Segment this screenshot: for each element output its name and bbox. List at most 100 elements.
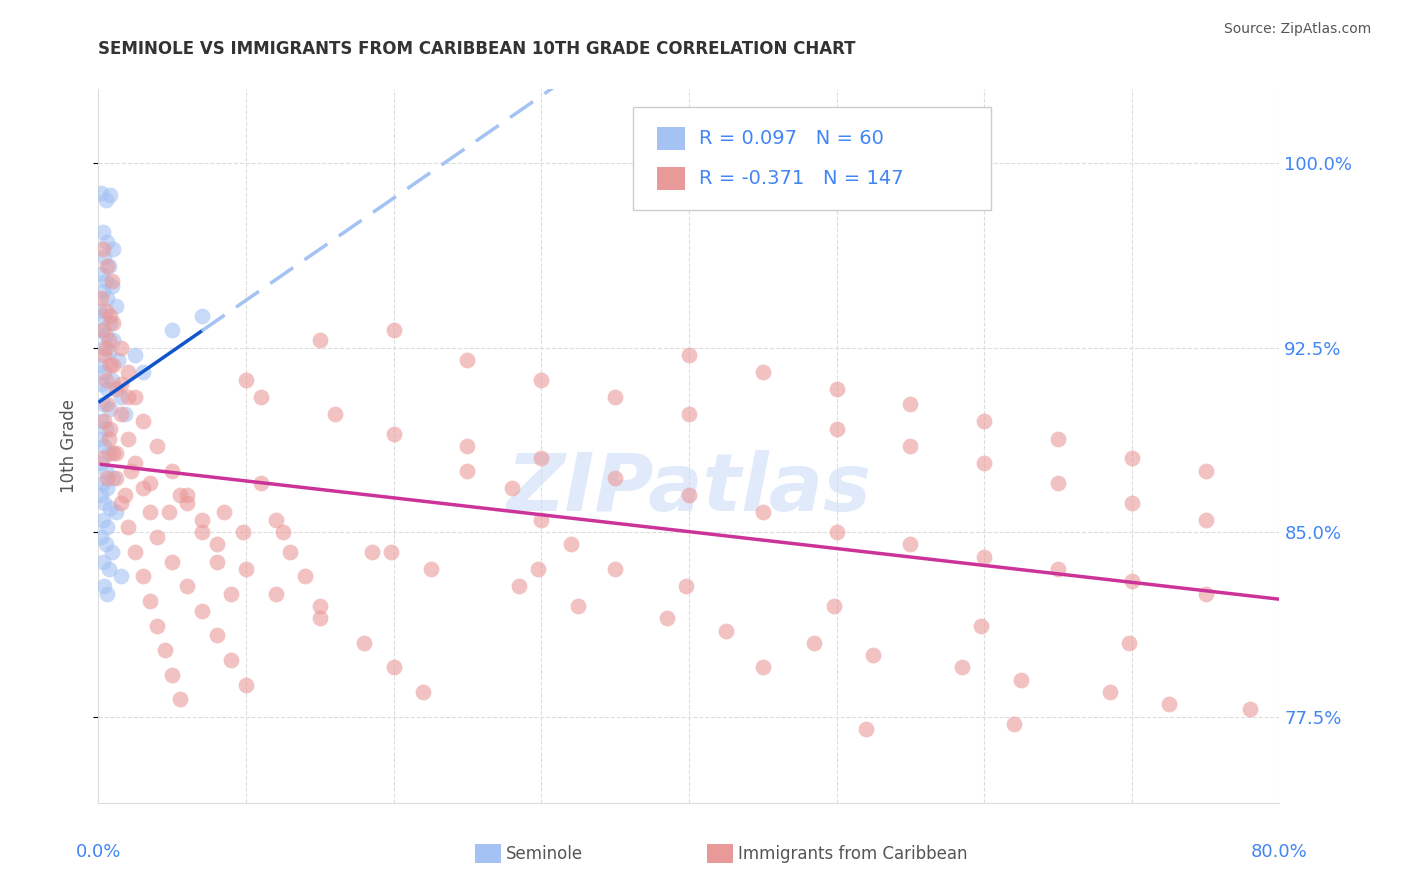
Point bbox=[124, 456, 146, 470]
Point bbox=[98, 309, 121, 323]
Point bbox=[98, 188, 121, 202]
Point bbox=[605, 390, 627, 404]
Point bbox=[117, 365, 139, 379]
Point bbox=[97, 446, 120, 460]
Point bbox=[380, 545, 402, 559]
Text: Source: ZipAtlas.com: Source: ZipAtlas.com bbox=[1223, 22, 1371, 37]
Point bbox=[235, 373, 257, 387]
Point bbox=[107, 352, 129, 367]
Point bbox=[103, 333, 125, 347]
Point bbox=[90, 530, 112, 544]
Point bbox=[91, 475, 114, 490]
Point bbox=[117, 520, 139, 534]
Point bbox=[1010, 673, 1032, 687]
Point bbox=[309, 333, 332, 347]
Point bbox=[89, 432, 111, 446]
Point bbox=[235, 678, 257, 692]
Point bbox=[1118, 636, 1140, 650]
Point bbox=[96, 235, 118, 249]
Point bbox=[139, 594, 162, 608]
Point bbox=[91, 341, 114, 355]
Point bbox=[605, 471, 627, 485]
Point bbox=[714, 624, 737, 638]
Point bbox=[105, 446, 128, 460]
Point bbox=[94, 537, 117, 551]
Point bbox=[191, 309, 214, 323]
Point bbox=[530, 373, 553, 387]
Point bbox=[117, 432, 139, 446]
Point bbox=[105, 383, 128, 397]
Point bbox=[94, 422, 117, 436]
Point bbox=[97, 260, 120, 274]
Point bbox=[132, 481, 155, 495]
Point bbox=[900, 439, 922, 453]
Point bbox=[91, 225, 114, 239]
Point bbox=[100, 373, 122, 387]
Point bbox=[91, 513, 114, 527]
Point bbox=[117, 390, 139, 404]
Point bbox=[105, 505, 128, 519]
Point bbox=[752, 660, 775, 674]
Point bbox=[93, 250, 115, 264]
Point bbox=[124, 390, 146, 404]
Point bbox=[114, 407, 136, 421]
Point bbox=[271, 525, 294, 540]
Point bbox=[139, 475, 162, 490]
Point bbox=[176, 488, 198, 502]
Point bbox=[862, 648, 884, 662]
Point bbox=[176, 579, 198, 593]
Point bbox=[169, 488, 191, 502]
Point bbox=[93, 579, 115, 593]
Point bbox=[90, 291, 112, 305]
Point bbox=[97, 562, 120, 576]
Point bbox=[91, 555, 114, 569]
Point bbox=[105, 299, 128, 313]
Point bbox=[205, 628, 228, 642]
Point bbox=[900, 397, 922, 411]
Point bbox=[110, 390, 132, 404]
Point bbox=[678, 348, 700, 362]
Point bbox=[97, 345, 120, 359]
Point bbox=[110, 341, 132, 355]
Point bbox=[90, 414, 112, 428]
Text: 0.0%: 0.0% bbox=[76, 843, 121, 861]
Point bbox=[90, 323, 112, 337]
Text: R = 0.097   N = 60: R = 0.097 N = 60 bbox=[699, 128, 883, 148]
Point bbox=[803, 636, 825, 650]
Point bbox=[91, 323, 114, 337]
Point bbox=[501, 481, 523, 495]
Point bbox=[264, 587, 287, 601]
Point bbox=[90, 456, 112, 470]
Point bbox=[1195, 464, 1218, 478]
Point bbox=[675, 579, 697, 593]
Point bbox=[100, 279, 122, 293]
Point bbox=[110, 569, 132, 583]
Point bbox=[139, 505, 162, 519]
Point bbox=[96, 587, 118, 601]
Point bbox=[91, 242, 114, 256]
Point bbox=[567, 599, 589, 613]
Point bbox=[162, 464, 183, 478]
Point bbox=[89, 303, 111, 318]
Point bbox=[94, 193, 117, 207]
Point bbox=[110, 377, 132, 392]
Point bbox=[323, 407, 346, 421]
Point bbox=[457, 464, 479, 478]
Text: Immigrants from Caribbean: Immigrants from Caribbean bbox=[738, 845, 967, 863]
Point bbox=[120, 464, 142, 478]
Point bbox=[973, 414, 995, 428]
Point bbox=[93, 365, 115, 379]
Point bbox=[1047, 432, 1070, 446]
Point bbox=[105, 471, 128, 485]
Point bbox=[103, 316, 125, 330]
Point bbox=[132, 365, 155, 379]
Point bbox=[1157, 698, 1180, 712]
Point bbox=[124, 545, 146, 559]
Point bbox=[250, 390, 273, 404]
Point bbox=[235, 562, 257, 576]
Point bbox=[97, 333, 120, 347]
Point bbox=[162, 668, 183, 682]
Point bbox=[678, 407, 700, 421]
Point bbox=[1047, 475, 1070, 490]
Point bbox=[950, 660, 973, 674]
